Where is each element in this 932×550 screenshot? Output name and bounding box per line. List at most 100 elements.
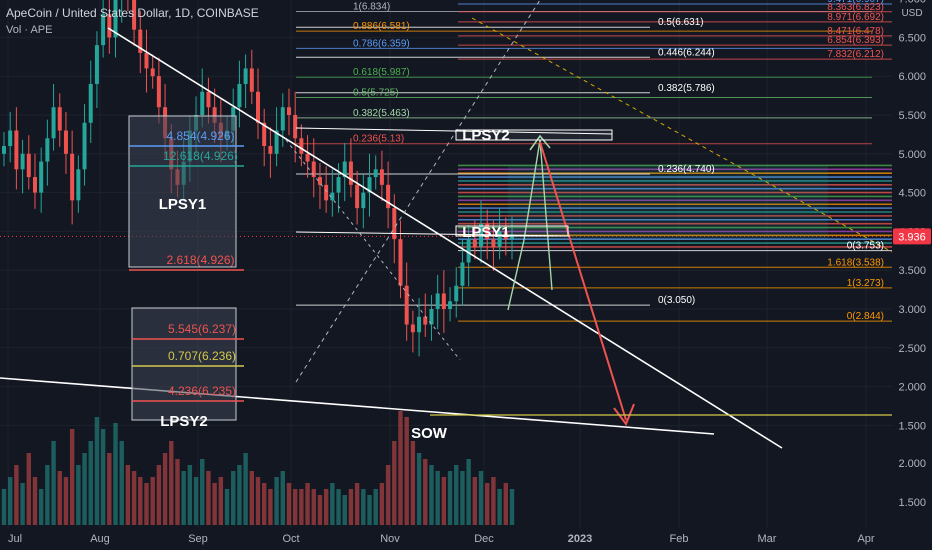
candle-body [398, 239, 403, 286]
volume-bar [243, 453, 248, 525]
volume-bar [57, 471, 62, 525]
candle-body [212, 107, 217, 123]
fib-level-label: 0.236(4.740) [658, 164, 715, 175]
fib-level-label: 0(3.753) [847, 241, 884, 252]
volume-bar [150, 477, 155, 525]
volume-bar [200, 459, 205, 525]
arrow-head [613, 403, 635, 427]
fib-level-label: 0.236(5.13) [353, 134, 404, 145]
volume-bar [317, 495, 323, 525]
volume-bar [181, 471, 186, 525]
candle-body [429, 309, 434, 325]
fib-level-label: 0.382(5.463) [353, 108, 410, 119]
candle-body [317, 177, 322, 185]
volume-bar [460, 471, 465, 525]
time-axis[interactable]: Jul Aug Sep Oct Nov Dec 2023 Feb Mar Apr [8, 533, 875, 545]
volume-bar [305, 483, 310, 525]
candle-body [311, 161, 316, 178]
volume-bar [491, 477, 496, 525]
time-tick-label: 2023 [568, 533, 592, 545]
volume-bar [268, 489, 273, 525]
volume-bar [385, 465, 391, 525]
fib-level-label: 0(2.844) [847, 311, 884, 322]
price-axis[interactable]: 1.5002.0002.5003.0003.5004.0004.5005.000… [893, 0, 931, 509]
volume-bar [212, 483, 217, 525]
candle-body [460, 262, 465, 286]
fib-level-label: 8.363(6.823) [827, 2, 884, 13]
candle-body [336, 177, 341, 193]
volume-bar [237, 465, 242, 525]
candle-body [82, 122, 87, 170]
volume-bar [88, 441, 93, 525]
price-tick-label: 2.000 [898, 382, 926, 394]
arrow-head [529, 134, 551, 151]
annotation-label: LPSY1 [462, 224, 510, 241]
candle-body [441, 293, 446, 309]
candle-body [497, 231, 502, 247]
volume-bar [503, 483, 509, 525]
projection-arrow-down [539, 141, 627, 421]
time-tick-label: Oct [282, 533, 299, 545]
time-tick-label: Mar [758, 533, 777, 545]
annotation-bar [455, 225, 569, 237]
volume-bar [63, 477, 69, 525]
volume-bar [485, 483, 490, 525]
candle-body [206, 91, 211, 108]
candle-body [88, 83, 93, 123]
volume-bar [342, 495, 347, 525]
candle-body [361, 192, 366, 209]
volume-bar [156, 465, 162, 525]
price-tick-label: 7.000 [898, 0, 926, 6]
fib-level-label: 0.5(5.725) [353, 88, 399, 99]
volume-bar [280, 471, 285, 525]
volume-bar [379, 483, 385, 525]
candle-body [367, 177, 372, 193]
volume-bars [1, 411, 515, 525]
price-tick-label: 1.500 [898, 420, 926, 432]
volume-bar [76, 465, 81, 525]
annotations: LPSY2 LPSY1 SOW [411, 127, 613, 442]
candle-body [256, 91, 260, 123]
candle-body [70, 153, 75, 201]
volume-bar [224, 489, 230, 525]
fib-level-label: 0.618(5.987) [353, 67, 410, 78]
volume-bar [410, 441, 416, 525]
volume-bar [497, 489, 502, 525]
fib-level-label: 1.618(3.538) [827, 257, 884, 268]
candle-body [63, 130, 68, 154]
fib-level-label: 9.471(6.907) [827, 0, 884, 5]
fib-level-label: 0(3.050) [658, 295, 695, 306]
fib-level-label: 0.446(6.244) [658, 47, 715, 58]
fib-band-zone [508, 165, 828, 240]
volume-bar [392, 441, 397, 525]
candle-body [355, 184, 360, 209]
box-level-label: 4.854(4.926) [166, 129, 234, 143]
dashed-fan-line [295, 0, 541, 383]
volume-bar [429, 465, 434, 525]
volume-bar [478, 471, 484, 525]
volume-bar [274, 477, 279, 525]
candle-body [342, 161, 347, 178]
volume-bar [249, 471, 255, 525]
candle-body [32, 177, 37, 193]
fib-level-label: 0.382(5.786) [658, 83, 715, 94]
projection-path-up [507, 139, 553, 311]
volume-bar [113, 423, 118, 525]
fib-level-label: 1(3.273) [847, 278, 884, 289]
annotation-label: SOW [411, 425, 448, 442]
candle-body [305, 153, 310, 162]
candle-body [2, 146, 6, 154]
box-level-label: 4.236(6.235) [168, 384, 236, 398]
volume-bar [286, 483, 292, 525]
fib-level-label: 0.5(6.631) [658, 17, 704, 28]
currency-label: USD [901, 8, 922, 19]
volume-bar [32, 477, 38, 525]
volume-bar [45, 465, 50, 525]
candle-body [26, 153, 31, 178]
volume-bar [20, 483, 25, 525]
volume-tick-label: 1.500 [898, 497, 926, 509]
volume-bar [193, 477, 199, 525]
price-tick-label: 6.500 [898, 32, 926, 44]
candle-body [392, 208, 397, 240]
